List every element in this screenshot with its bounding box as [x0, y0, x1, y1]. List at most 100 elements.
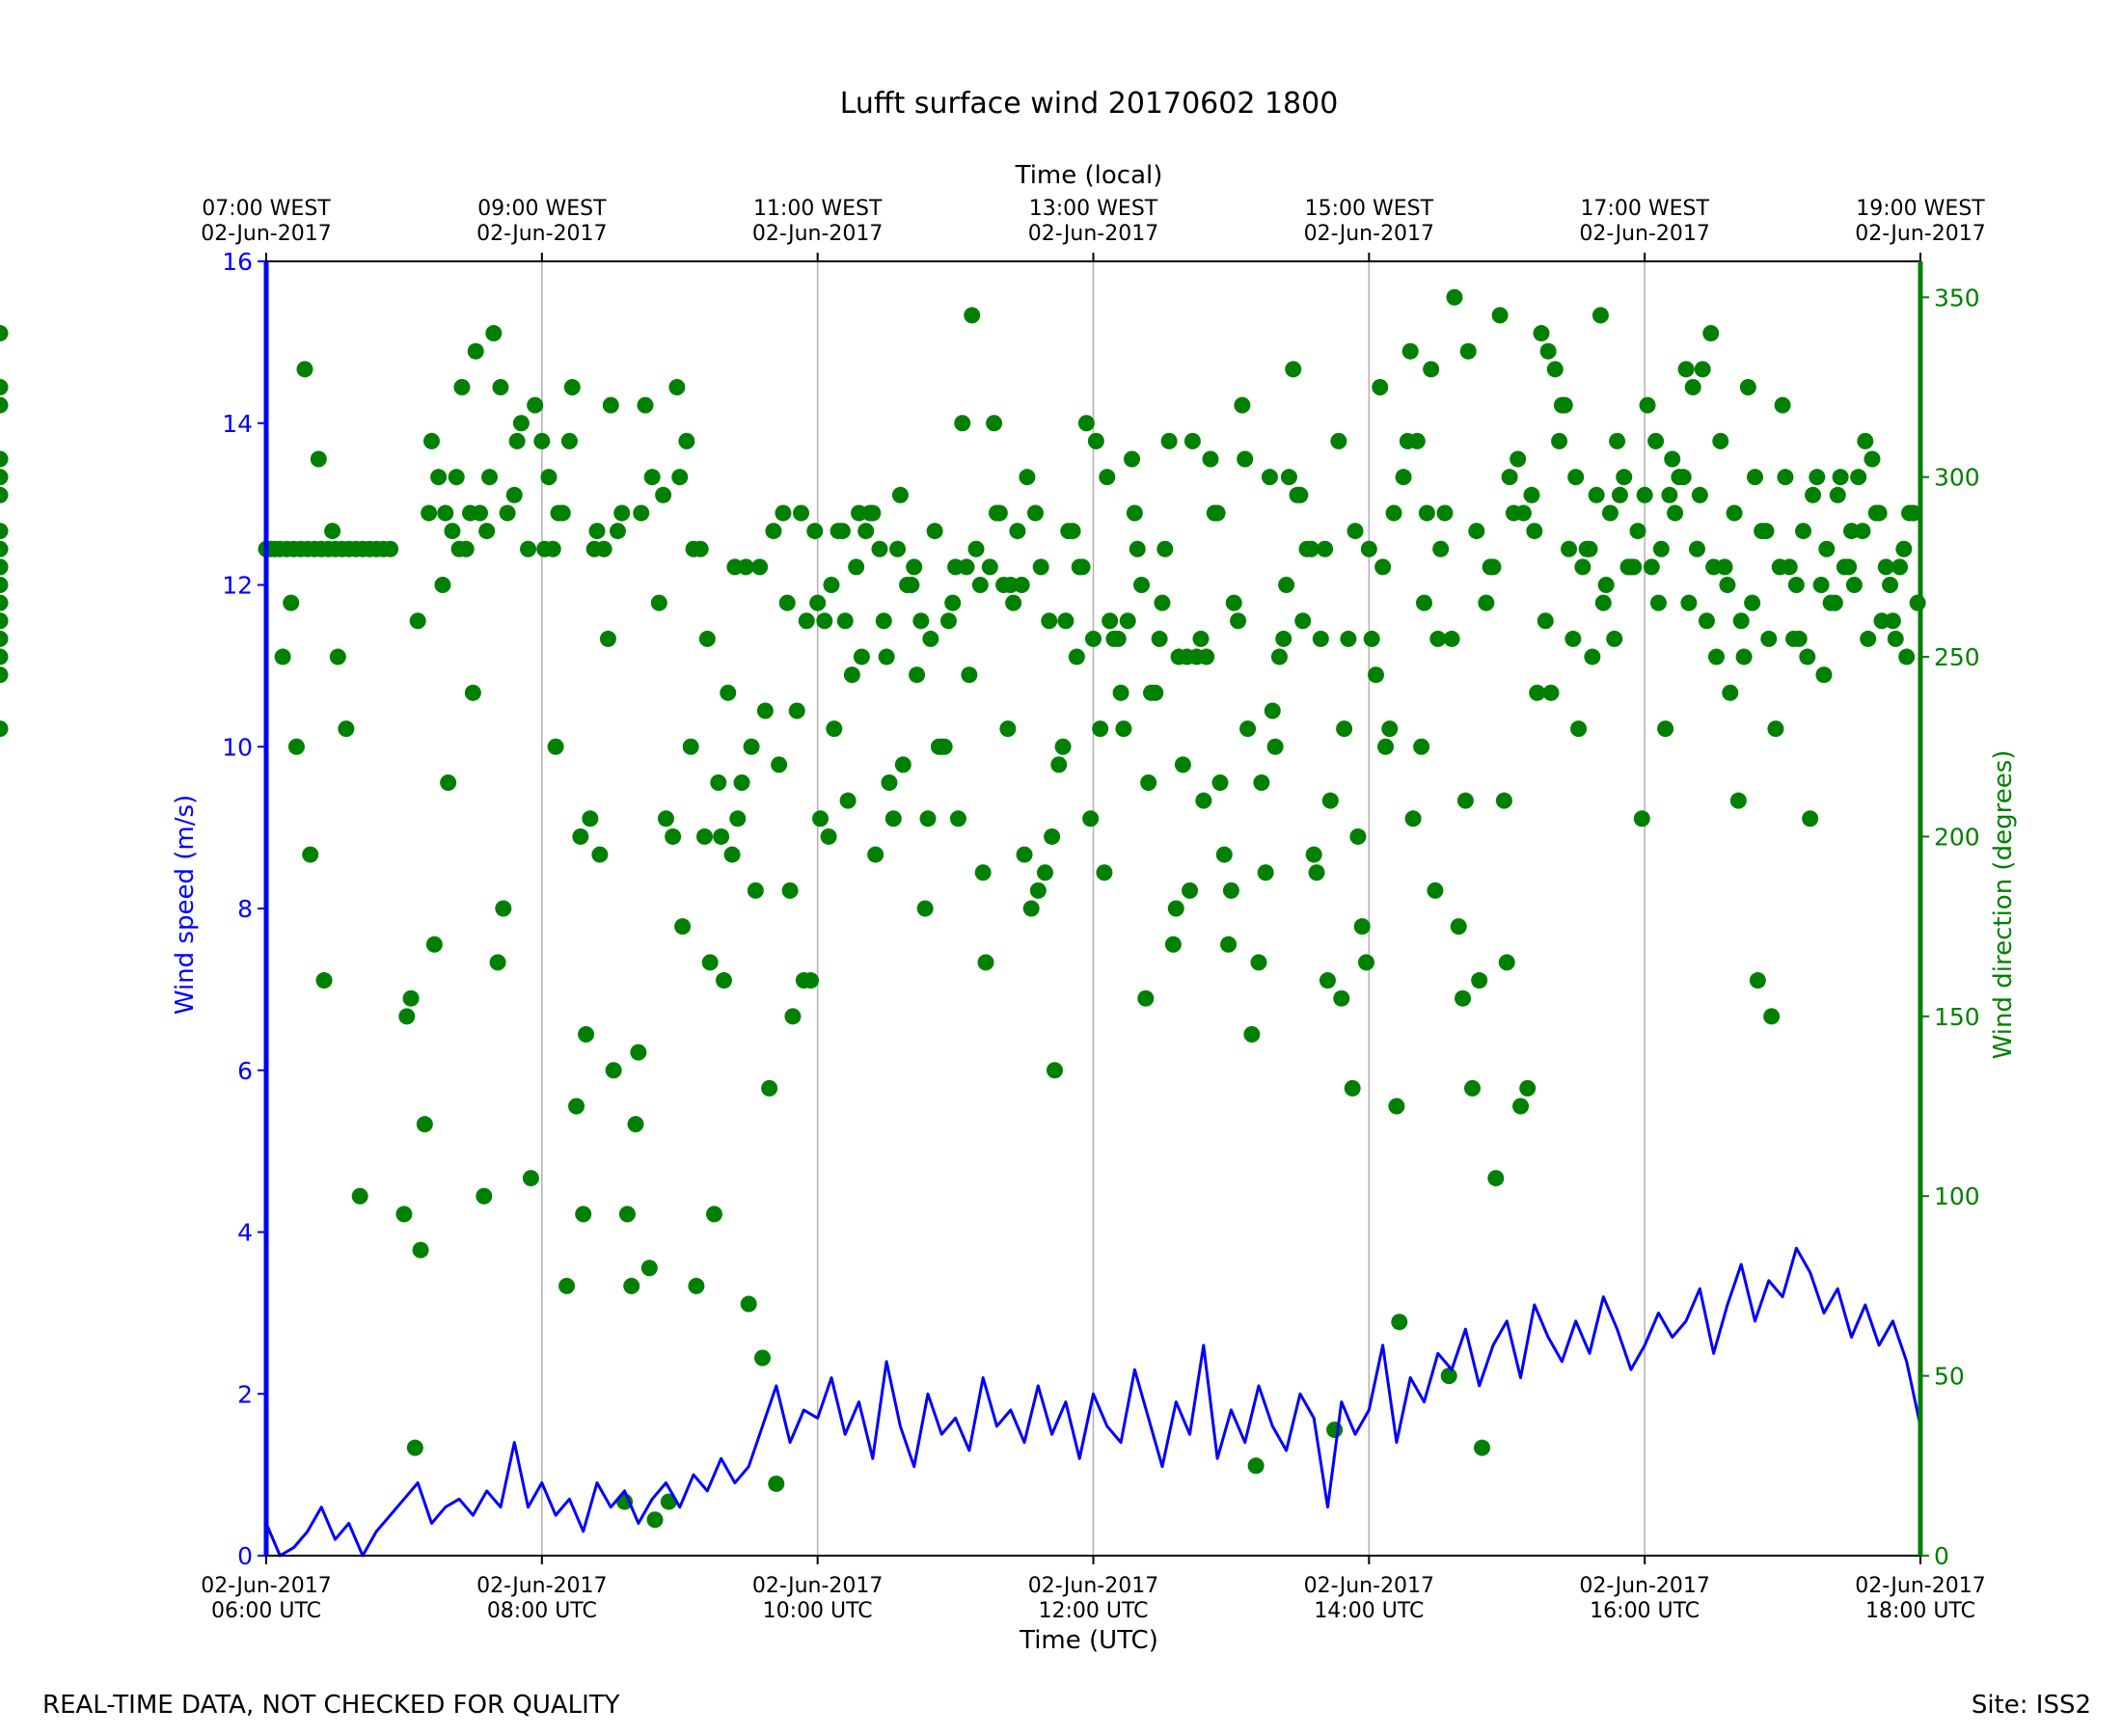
left-tick-label: 12 — [222, 572, 253, 600]
direction-point — [1556, 396, 1573, 414]
direction-point — [836, 612, 854, 630]
direction-point — [315, 972, 333, 990]
direction-point — [1308, 864, 1325, 882]
direction-point — [816, 612, 833, 630]
direction-point — [1357, 954, 1374, 971]
direction-point — [1054, 738, 1072, 755]
direction-point — [655, 486, 672, 503]
direction-point — [765, 523, 782, 540]
direction-point — [723, 846, 741, 863]
direction-point — [478, 523, 496, 540]
right-axis-label: Wind direction (degrees) — [1989, 750, 2018, 1060]
direction-point — [605, 1062, 622, 1079]
direction-point — [1501, 469, 1518, 486]
direction-point — [1749, 972, 1766, 990]
direction-point — [1230, 612, 1247, 630]
direction-point — [1873, 612, 1891, 630]
direction-point — [1333, 990, 1350, 1007]
direction-point — [926, 523, 943, 540]
direction-point — [406, 1439, 423, 1456]
direction-point — [665, 827, 682, 845]
direction-point — [657, 810, 674, 827]
direction-point — [695, 827, 713, 845]
direction-point — [1716, 558, 1733, 576]
direction-point — [0, 612, 9, 630]
direction-point — [1082, 810, 1100, 827]
direction-point — [919, 810, 937, 827]
direction-point — [1860, 630, 1877, 647]
direction-point — [1895, 540, 1913, 557]
direction-point — [1677, 361, 1695, 378]
direction-point — [1491, 307, 1509, 324]
direction-point — [964, 307, 981, 324]
direction-point — [637, 396, 654, 414]
direction-point — [871, 540, 888, 557]
direction-point — [1019, 469, 1036, 486]
direction-point — [547, 738, 564, 755]
direction-point — [0, 666, 9, 684]
direction-point — [558, 1277, 576, 1294]
direction-point — [623, 1277, 640, 1294]
direction-point — [894, 756, 911, 773]
direction-point — [826, 720, 843, 738]
direction-point — [1119, 612, 1136, 630]
direction-point — [1629, 523, 1646, 540]
direction-point — [0, 540, 9, 557]
direction-point — [508, 432, 526, 449]
direction-point — [0, 577, 9, 593]
direction-point — [949, 810, 966, 827]
direction-point — [416, 1116, 433, 1133]
direction-point — [1385, 504, 1402, 522]
direction-point — [1680, 594, 1698, 611]
direction-point — [310, 450, 327, 468]
direction-point — [575, 1206, 592, 1223]
direction-point — [1109, 630, 1127, 647]
top-tick-time: 09:00 WEST — [477, 197, 607, 221]
direction-point — [1151, 630, 1168, 647]
direction-point — [1840, 558, 1858, 576]
direction-point — [457, 540, 475, 557]
direction-point — [448, 469, 465, 486]
direction-point — [274, 648, 291, 665]
direction-point — [1510, 450, 1527, 468]
direction-point — [1570, 720, 1588, 738]
direction-point — [1294, 612, 1312, 630]
direction-point — [1302, 540, 1319, 557]
direction-point — [839, 792, 857, 809]
top-tick-time: 13:00 WEST — [1029, 197, 1158, 221]
direction-point — [1812, 577, 1830, 593]
direction-point — [1032, 558, 1049, 576]
direction-point — [0, 450, 9, 468]
direction-point — [1321, 792, 1339, 809]
direction-point — [1372, 378, 1389, 395]
direction-point — [1253, 774, 1270, 792]
direction-point — [1068, 648, 1085, 665]
direction-point — [1684, 378, 1701, 395]
direction-point — [820, 827, 837, 845]
direction-point — [1102, 612, 1119, 630]
direction-point — [1471, 972, 1488, 990]
direction-point — [578, 1025, 595, 1043]
direction-point — [1399, 432, 1416, 449]
direction-point — [540, 469, 558, 486]
direction-point — [720, 684, 737, 701]
direction-point — [1016, 846, 1033, 863]
direction-point — [1546, 361, 1564, 378]
chart-title: Lufft surface wind 20170602 1800 — [840, 87, 1339, 121]
direction-point — [861, 504, 879, 522]
direction-point — [283, 594, 300, 611]
direction-point — [1468, 523, 1485, 540]
direction-point — [1606, 630, 1623, 647]
direction-point — [1388, 1098, 1405, 1115]
direction-point — [1661, 486, 1678, 503]
direction-point — [1432, 540, 1450, 557]
bottom-tick-date: 02-Jun-2017 — [1579, 1574, 1709, 1598]
direction-point — [944, 594, 962, 611]
direction-point — [495, 900, 512, 917]
direction-point — [1026, 504, 1044, 522]
direction-point — [1636, 486, 1653, 503]
direction-point — [1404, 810, 1422, 827]
direction-point — [1353, 918, 1371, 936]
